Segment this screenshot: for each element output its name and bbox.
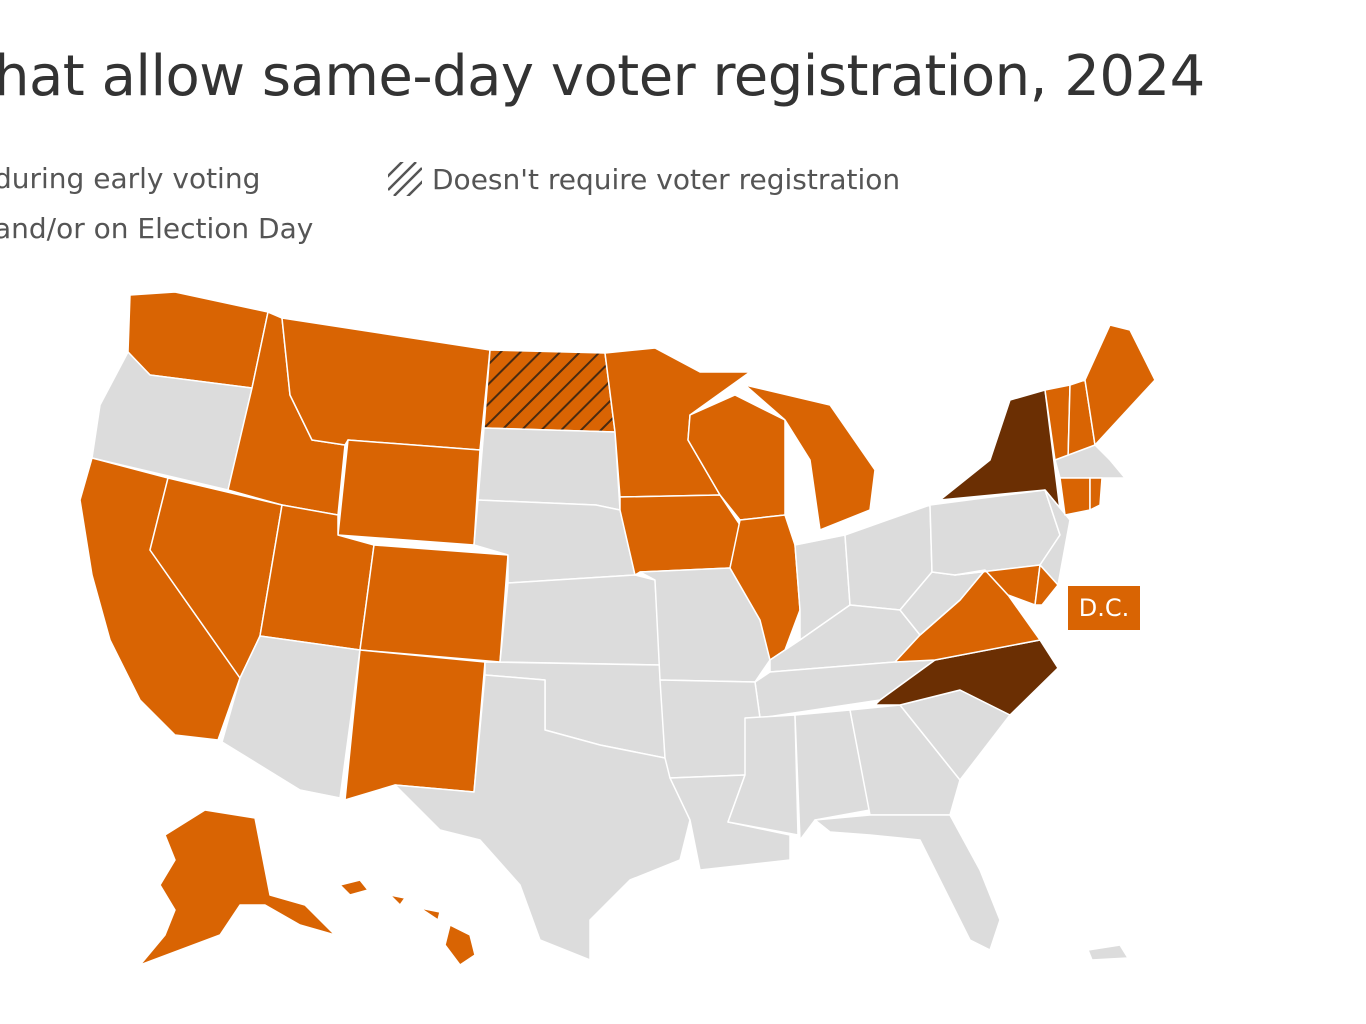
state-nm [344, 649, 486, 801]
us-map [0, 270, 1366, 1010]
state-md [954, 564, 1041, 606]
legend-no-registration: Doesn't require voter registration [388, 162, 900, 196]
state-de [1034, 564, 1059, 606]
state-ct [1059, 477, 1091, 516]
state-hi [339, 879, 476, 966]
state-ia [619, 494, 741, 576]
state-ri [1089, 477, 1103, 511]
state-ks [499, 574, 661, 666]
state-co [359, 544, 509, 663]
dc-label: D.C. [1068, 586, 1140, 630]
state-wy [337, 439, 481, 546]
legend-no-registration-label: Doesn't require voter registration [432, 162, 901, 196]
chart-title: hat allow same-day voter registration, 2… [0, 44, 1205, 109]
state-mi [744, 384, 876, 531]
state-tx [394, 674, 691, 961]
state-sd [477, 427, 621, 511]
state-fl [814, 814, 1001, 951]
us-map-svg [79, 291, 1156, 966]
hatch-swatch-icon [388, 162, 422, 196]
state-nd [483, 349, 616, 433]
state-ga [849, 704, 961, 816]
legend-early-voting: during early voting [0, 162, 261, 195]
legend-election-day: and/or on Election Day [0, 212, 314, 245]
state-pr [1087, 944, 1129, 961]
state-pa [929, 489, 1061, 576]
state-ma [1054, 444, 1126, 479]
state-mt [281, 317, 491, 451]
state-ak [139, 809, 336, 966]
state-me [1084, 324, 1156, 446]
state-al [794, 709, 871, 841]
state-ms [727, 714, 799, 836]
